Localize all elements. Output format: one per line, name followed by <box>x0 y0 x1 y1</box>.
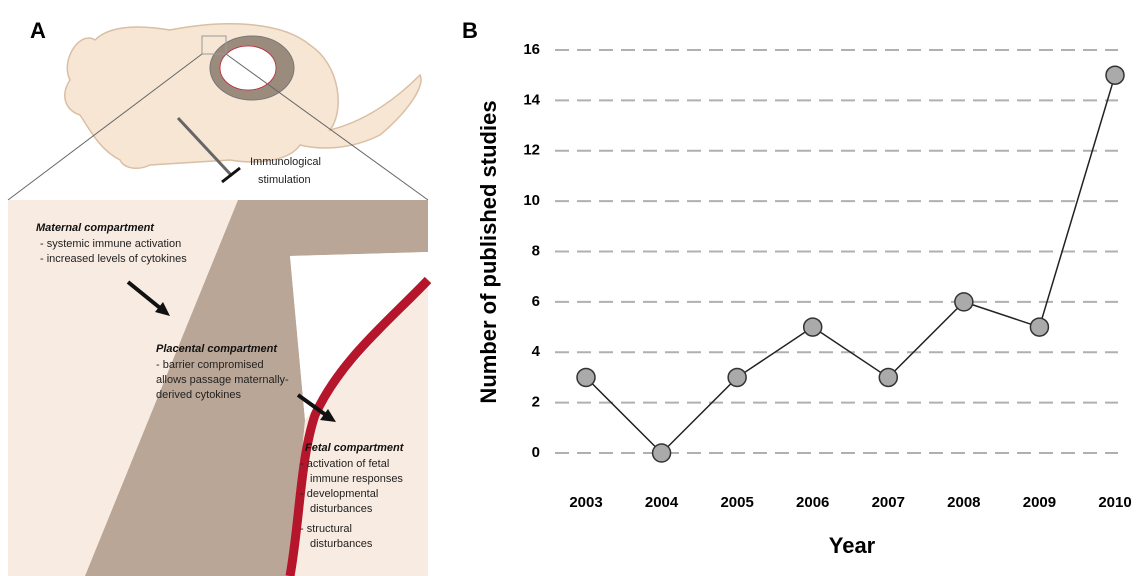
fetus <box>220 46 276 90</box>
compartment-text: - developmental <box>300 488 378 500</box>
compartment-text: - activation of fetal <box>300 458 389 470</box>
panel-label: B <box>462 18 478 43</box>
compartment-text: - barrier compromised <box>156 359 264 371</box>
y-tick-label: 10 <box>523 192 540 209</box>
point <box>1030 318 1048 336</box>
compartment-text: disturbances <box>310 538 373 550</box>
stimulation-label: stimulation <box>258 174 311 186</box>
y-tick-label: 14 <box>523 91 540 108</box>
x-tick-label: 2005 <box>720 494 753 511</box>
x-axis-title: Year <box>829 533 876 558</box>
point <box>1106 66 1124 84</box>
y-axis-title: Number of published studies <box>476 100 501 403</box>
point <box>653 444 671 462</box>
panel-label: A <box>30 18 46 43</box>
point <box>728 368 746 386</box>
compartment-title: Fetal compartment <box>305 442 405 454</box>
x-tick-label: 2006 <box>796 494 829 511</box>
x-tick-label: 2009 <box>1023 494 1056 511</box>
compartment-title: Placental compartment <box>156 343 278 355</box>
line <box>586 75 1115 453</box>
y-tick-label: 2 <box>532 394 540 411</box>
compartment-text: - structural <box>300 523 352 535</box>
point <box>804 318 822 336</box>
compartment-text: allows passage maternally- <box>156 374 289 386</box>
y-tick-label: 16 <box>523 41 540 58</box>
compartment-text: - increased levels of cytokines <box>40 253 187 265</box>
stimulation-label: Immunological <box>250 156 321 168</box>
y-tick-label: 0 <box>532 444 540 461</box>
x-tick-label: 2010 <box>1098 494 1131 511</box>
x-tick-label: 2007 <box>872 494 905 511</box>
y-tick-label: 6 <box>532 293 540 310</box>
compartment-text: derived cytokines <box>156 389 241 401</box>
point <box>577 368 595 386</box>
y-tick-label: 4 <box>532 343 541 360</box>
point <box>879 368 897 386</box>
compartment-text: disturbances <box>310 503 373 515</box>
compartment-text: immune responses <box>310 473 403 485</box>
panel-b: B Year Number of published studies 0 2 4 6 8… <box>462 18 1132 558</box>
panel-a: A Immunological stimulation Maternal com… <box>8 18 428 576</box>
figure: A Immunological stimulation Maternal com… <box>0 0 1141 576</box>
x-tick-label: 2004 <box>645 494 679 511</box>
x-tick-label: 2008 <box>947 494 980 511</box>
x-tick-label: 2003 <box>569 494 602 511</box>
y-tick-label: 8 <box>532 242 540 259</box>
y-tick-label: 12 <box>523 142 540 159</box>
compartment-title: Maternal compartment <box>36 222 155 234</box>
point <box>955 293 973 311</box>
compartment-text: - systemic immune activation <box>40 238 181 250</box>
